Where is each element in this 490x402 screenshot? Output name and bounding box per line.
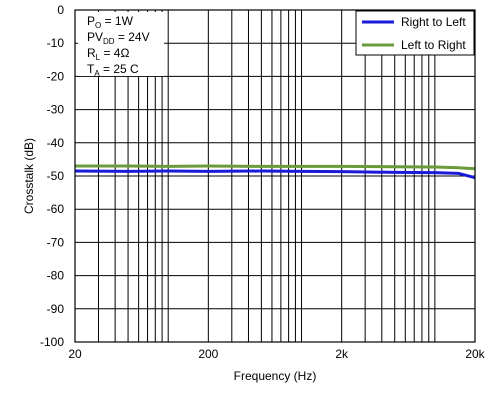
y-tick-label: -70	[47, 235, 65, 249]
legend: Right to Left Left to Right	[355, 10, 475, 56]
plot-frame	[74, 9, 476, 343]
y-tick-label: -100	[40, 335, 64, 349]
condition-line: TA = 25 C	[87, 62, 139, 78]
series-line-left-to-right	[75, 164, 476, 171]
condition-line: PO = 1W	[87, 14, 134, 30]
legend-label: Left to Right	[401, 38, 466, 52]
y-tick-labels: 0 -10 -20 -30 -40 -50 -60 -70 -80 -90 -100	[40, 3, 64, 349]
legend-label: Right to Left	[401, 15, 466, 29]
x-axis-label: Frequency (Hz)	[234, 369, 317, 383]
x-tick-label: 20	[68, 347, 82, 361]
y-tick-label: -20	[47, 69, 65, 83]
series-lines	[74, 164, 476, 180]
condition-line: RL = 4Ω	[87, 46, 129, 62]
condition-line: PVDD = 24V	[87, 30, 150, 46]
y-tick-label: -90	[47, 302, 65, 316]
y-axis-label: Crosstalk (dB)	[22, 138, 36, 214]
x-tick-label: 2k	[335, 347, 349, 361]
y-tick-label: -10	[47, 36, 65, 50]
x-tick-label: 200	[198, 347, 218, 361]
y-tick-label: 0	[57, 3, 64, 17]
y-tick-label: -50	[47, 169, 65, 183]
series-line-right-to-left	[74, 169, 476, 180]
y-tick-label: -60	[47, 202, 65, 216]
y-tick-label: -40	[47, 136, 65, 150]
x-tick-labels: 20 200 2k 20k	[68, 347, 485, 361]
x-tick-label: 20k	[465, 347, 485, 361]
y-tick-label: -30	[47, 103, 65, 117]
y-tick-label: -80	[47, 269, 65, 283]
